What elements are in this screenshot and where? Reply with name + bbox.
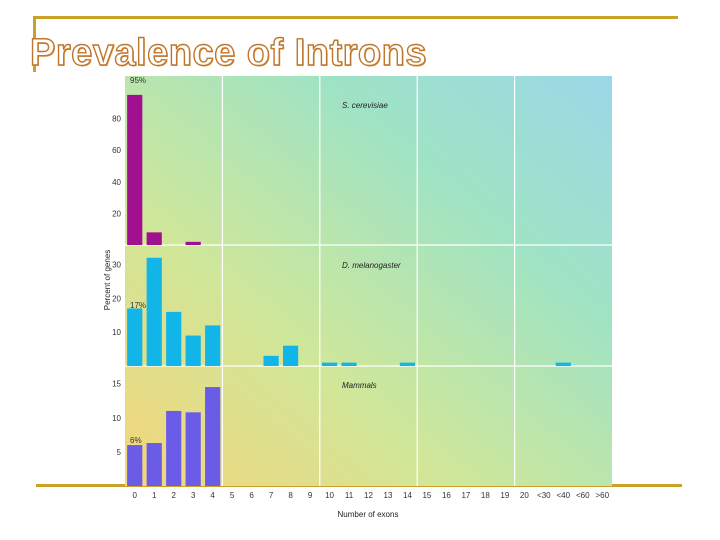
x-tick-label: 13 xyxy=(384,491,393,500)
x-tick-label: 11 xyxy=(345,491,354,500)
slide-frame-top xyxy=(33,16,678,19)
bar-mammal-2 xyxy=(166,410,182,486)
x-tick-label: 19 xyxy=(500,491,509,500)
x-tick-label: 10 xyxy=(325,491,334,500)
y-axis-title: Percent of genes xyxy=(103,250,112,310)
x-tick-label: 14 xyxy=(403,491,412,500)
x-tick-label: 9 xyxy=(308,491,313,500)
bar-yeast-1 xyxy=(146,232,162,245)
x-tick-label: 7 xyxy=(269,491,274,500)
x-tick-label: 20 xyxy=(520,491,529,500)
bar-fly-8 xyxy=(282,345,299,366)
x-tick-label: 12 xyxy=(364,491,373,500)
x-tick-label: 1 xyxy=(152,491,157,500)
slide-title: Prevalence of Introns xyxy=(29,31,427,74)
bar-fly-1 xyxy=(146,257,162,366)
x-tick-label: 2 xyxy=(171,491,176,500)
bar-fly-<40 xyxy=(555,362,571,366)
annotation-mammal: 6% xyxy=(130,436,142,445)
bar-mammal-4 xyxy=(205,387,221,486)
panel-label-fly: D. melanogaster xyxy=(342,261,401,270)
bar-mammal-3 xyxy=(185,412,201,486)
bars-layer xyxy=(127,94,571,486)
bar-mammal-0 xyxy=(127,445,143,486)
bar-fly-7 xyxy=(263,355,279,366)
y-tick-label: 10 xyxy=(112,328,121,337)
bar-yeast-0 xyxy=(127,94,143,246)
x-tick-label: 8 xyxy=(288,491,293,500)
x-tick-label: >60 xyxy=(595,491,609,500)
x-tick-label: 3 xyxy=(191,491,196,500)
y-tick-label: 40 xyxy=(112,178,121,187)
x-tick-label: <30 xyxy=(537,491,551,500)
annotation-yeast: 95% xyxy=(130,76,146,85)
y-tick-label: 30 xyxy=(112,261,121,270)
slide-frame-left xyxy=(33,16,36,72)
y-tick-label: 10 xyxy=(112,414,121,423)
panel-label-mammal: Mammals xyxy=(342,381,377,390)
bar-mammal-1 xyxy=(146,443,162,486)
bar-fly-11 xyxy=(341,362,357,366)
annotation-fly: 17% xyxy=(130,301,146,310)
x-axis-title: Number of exons xyxy=(338,510,399,519)
bar-fly-10 xyxy=(321,362,338,366)
y-tick-label: 60 xyxy=(112,146,121,155)
y-tick-label: 20 xyxy=(112,294,121,303)
x-tick-label: 17 xyxy=(461,491,470,500)
panel-label-yeast: S. cerevisiae xyxy=(342,101,388,110)
x-tick-label: 5 xyxy=(230,491,235,500)
bar-yeast-3 xyxy=(185,241,201,245)
bar-fly-14 xyxy=(399,362,416,366)
bar-fly-3 xyxy=(185,335,201,366)
y-tick-label: 80 xyxy=(112,115,121,124)
x-tick-label: 6 xyxy=(249,491,254,500)
bar-fly-0 xyxy=(127,308,143,366)
x-tick-label: 0 xyxy=(133,491,138,500)
y-tick-label: 5 xyxy=(117,448,122,457)
bar-fly-4 xyxy=(205,325,221,366)
x-tick-label: 15 xyxy=(422,491,431,500)
x-tick-label: <60 xyxy=(576,491,590,500)
x-tick-label: 16 xyxy=(442,491,451,500)
y-tick-label: 15 xyxy=(112,380,121,389)
bar-fly-2 xyxy=(166,311,182,366)
x-tick-label: <40 xyxy=(557,491,571,500)
y-tick-label: 20 xyxy=(112,209,121,218)
x-tick-label: 4 xyxy=(210,491,215,500)
x-tick-label: 18 xyxy=(481,491,490,500)
